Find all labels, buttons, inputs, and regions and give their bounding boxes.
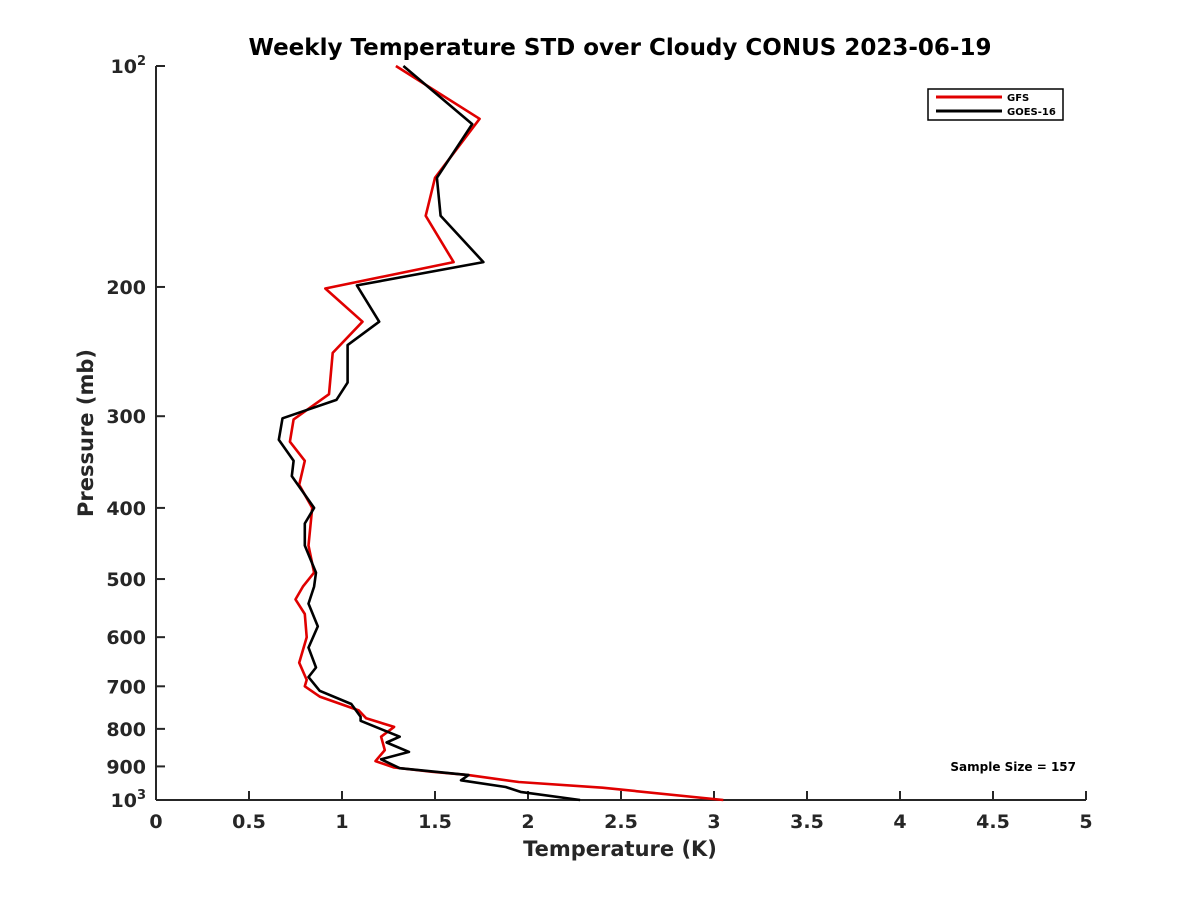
legend-box bbox=[927, 88, 1064, 121]
y-tick-label: 600 bbox=[106, 627, 146, 649]
y-tick-label: 200 bbox=[106, 277, 146, 299]
sample-size-annotation: Sample Size = 157 bbox=[950, 760, 1076, 774]
x-tick-label: 0.5 bbox=[232, 811, 266, 833]
series-line-goes16 bbox=[277, 65, 581, 802]
x-tick-label: 5 bbox=[1079, 811, 1092, 833]
y-tick-label: 900 bbox=[106, 756, 146, 778]
x-axis-label: Temperature (K) bbox=[523, 837, 717, 861]
x-tick-label: 3.5 bbox=[790, 811, 824, 833]
y-tick-label: 400 bbox=[106, 498, 146, 520]
x-tick-label: 1.5 bbox=[418, 811, 452, 833]
x-tick-label: 4.5 bbox=[976, 811, 1010, 833]
x-tick-label: 4 bbox=[893, 811, 906, 833]
x-tick-label: 3 bbox=[707, 811, 720, 833]
x-tick-label: 0 bbox=[149, 811, 162, 833]
x-tick-label: 2 bbox=[521, 811, 534, 833]
series-layer bbox=[277, 64, 724, 802]
legend-label-gfs: GFS bbox=[1007, 93, 1029, 104]
y-tick-label: 700 bbox=[106, 676, 146, 698]
x-tick-label: 1 bbox=[335, 811, 348, 833]
legend: GFS GOES-16 bbox=[927, 88, 1064, 121]
y-tick-label: 103 bbox=[111, 788, 147, 812]
chart-title: Weekly Temperature STD over Cloudy CONUS… bbox=[249, 35, 992, 61]
y-tick-label: 500 bbox=[106, 569, 146, 591]
y-tick-label: 102 bbox=[111, 54, 147, 78]
legend-label-goes16: GOES-16 bbox=[1007, 107, 1056, 118]
series-line-gfs bbox=[288, 64, 724, 802]
x-tick-label: 2.5 bbox=[604, 811, 638, 833]
y-tick-label: 800 bbox=[106, 719, 146, 741]
axes-group: 0 0.5 1 1.5 2 2.5 3 3.5 4 4.5 5 102 200 300 400 500 600 7… bbox=[106, 54, 1092, 833]
y-axis-label: Pressure (mb) bbox=[74, 349, 98, 517]
y-tick-label: 300 bbox=[106, 406, 146, 428]
